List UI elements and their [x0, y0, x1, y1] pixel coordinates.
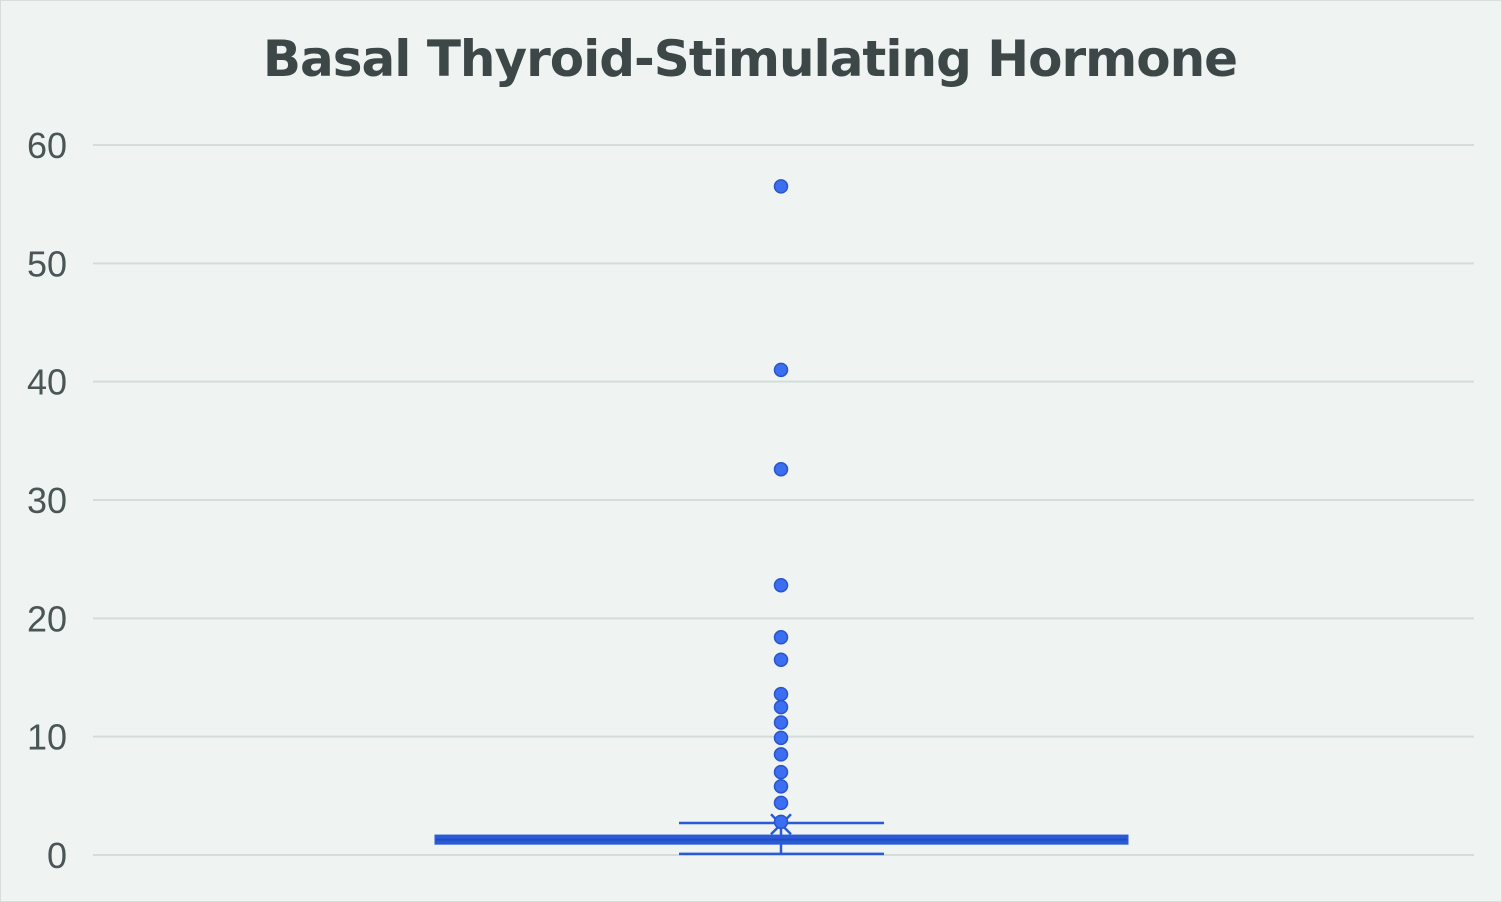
outlier-point — [775, 688, 788, 701]
outlier-point — [775, 780, 788, 793]
outlier-points — [775, 180, 788, 828]
outlier-point — [775, 766, 788, 779]
outlier-point — [775, 579, 788, 592]
y-tick-label: 30 — [27, 480, 67, 521]
y-axis-ticks: 0 10 20 30 40 50 60 — [27, 125, 67, 876]
outlier-point — [775, 631, 788, 644]
y-tick-label: 10 — [27, 717, 67, 758]
outlier-point — [775, 796, 788, 809]
outlier-point — [775, 815, 788, 828]
outlier-point — [775, 748, 788, 761]
outlier-point — [775, 701, 788, 714]
y-tick-label: 60 — [27, 125, 67, 166]
outlier-point — [775, 716, 788, 729]
y-tick-label: 50 — [27, 243, 67, 284]
y-tick-label: 0 — [47, 835, 67, 876]
y-tick-label: 20 — [27, 598, 67, 639]
y-tick-label: 40 — [27, 362, 67, 403]
outlier-point — [775, 731, 788, 744]
outlier-point — [775, 463, 788, 476]
outlier-point — [775, 180, 788, 193]
outlier-point — [775, 653, 788, 666]
outlier-point — [775, 363, 788, 376]
